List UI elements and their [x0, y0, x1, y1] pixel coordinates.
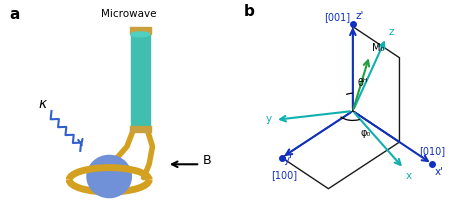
- Text: x: x: [406, 171, 412, 181]
- Text: a: a: [9, 7, 19, 22]
- Text: z': z': [356, 11, 364, 21]
- Text: θᴴ: θᴴ: [358, 78, 368, 88]
- Ellipse shape: [131, 32, 150, 37]
- Text: [100]: [100]: [271, 170, 297, 180]
- Bar: [130, 27, 151, 34]
- Text: Microwave: Microwave: [101, 9, 157, 19]
- Text: [010]: [010]: [419, 146, 445, 156]
- Text: M₀: M₀: [372, 43, 384, 53]
- Bar: [131, 34, 150, 127]
- Text: B: B: [202, 155, 211, 167]
- Text: y: y: [265, 114, 272, 124]
- Bar: [130, 126, 151, 132]
- Text: y': y': [284, 155, 293, 165]
- Ellipse shape: [87, 155, 131, 198]
- Text: [001]: [001]: [324, 12, 350, 22]
- Text: z: z: [389, 27, 394, 37]
- Text: b: b: [244, 4, 255, 20]
- Text: x': x': [434, 167, 443, 177]
- Text: φ₀: φ₀: [361, 128, 371, 138]
- Text: κ: κ: [38, 97, 46, 111]
